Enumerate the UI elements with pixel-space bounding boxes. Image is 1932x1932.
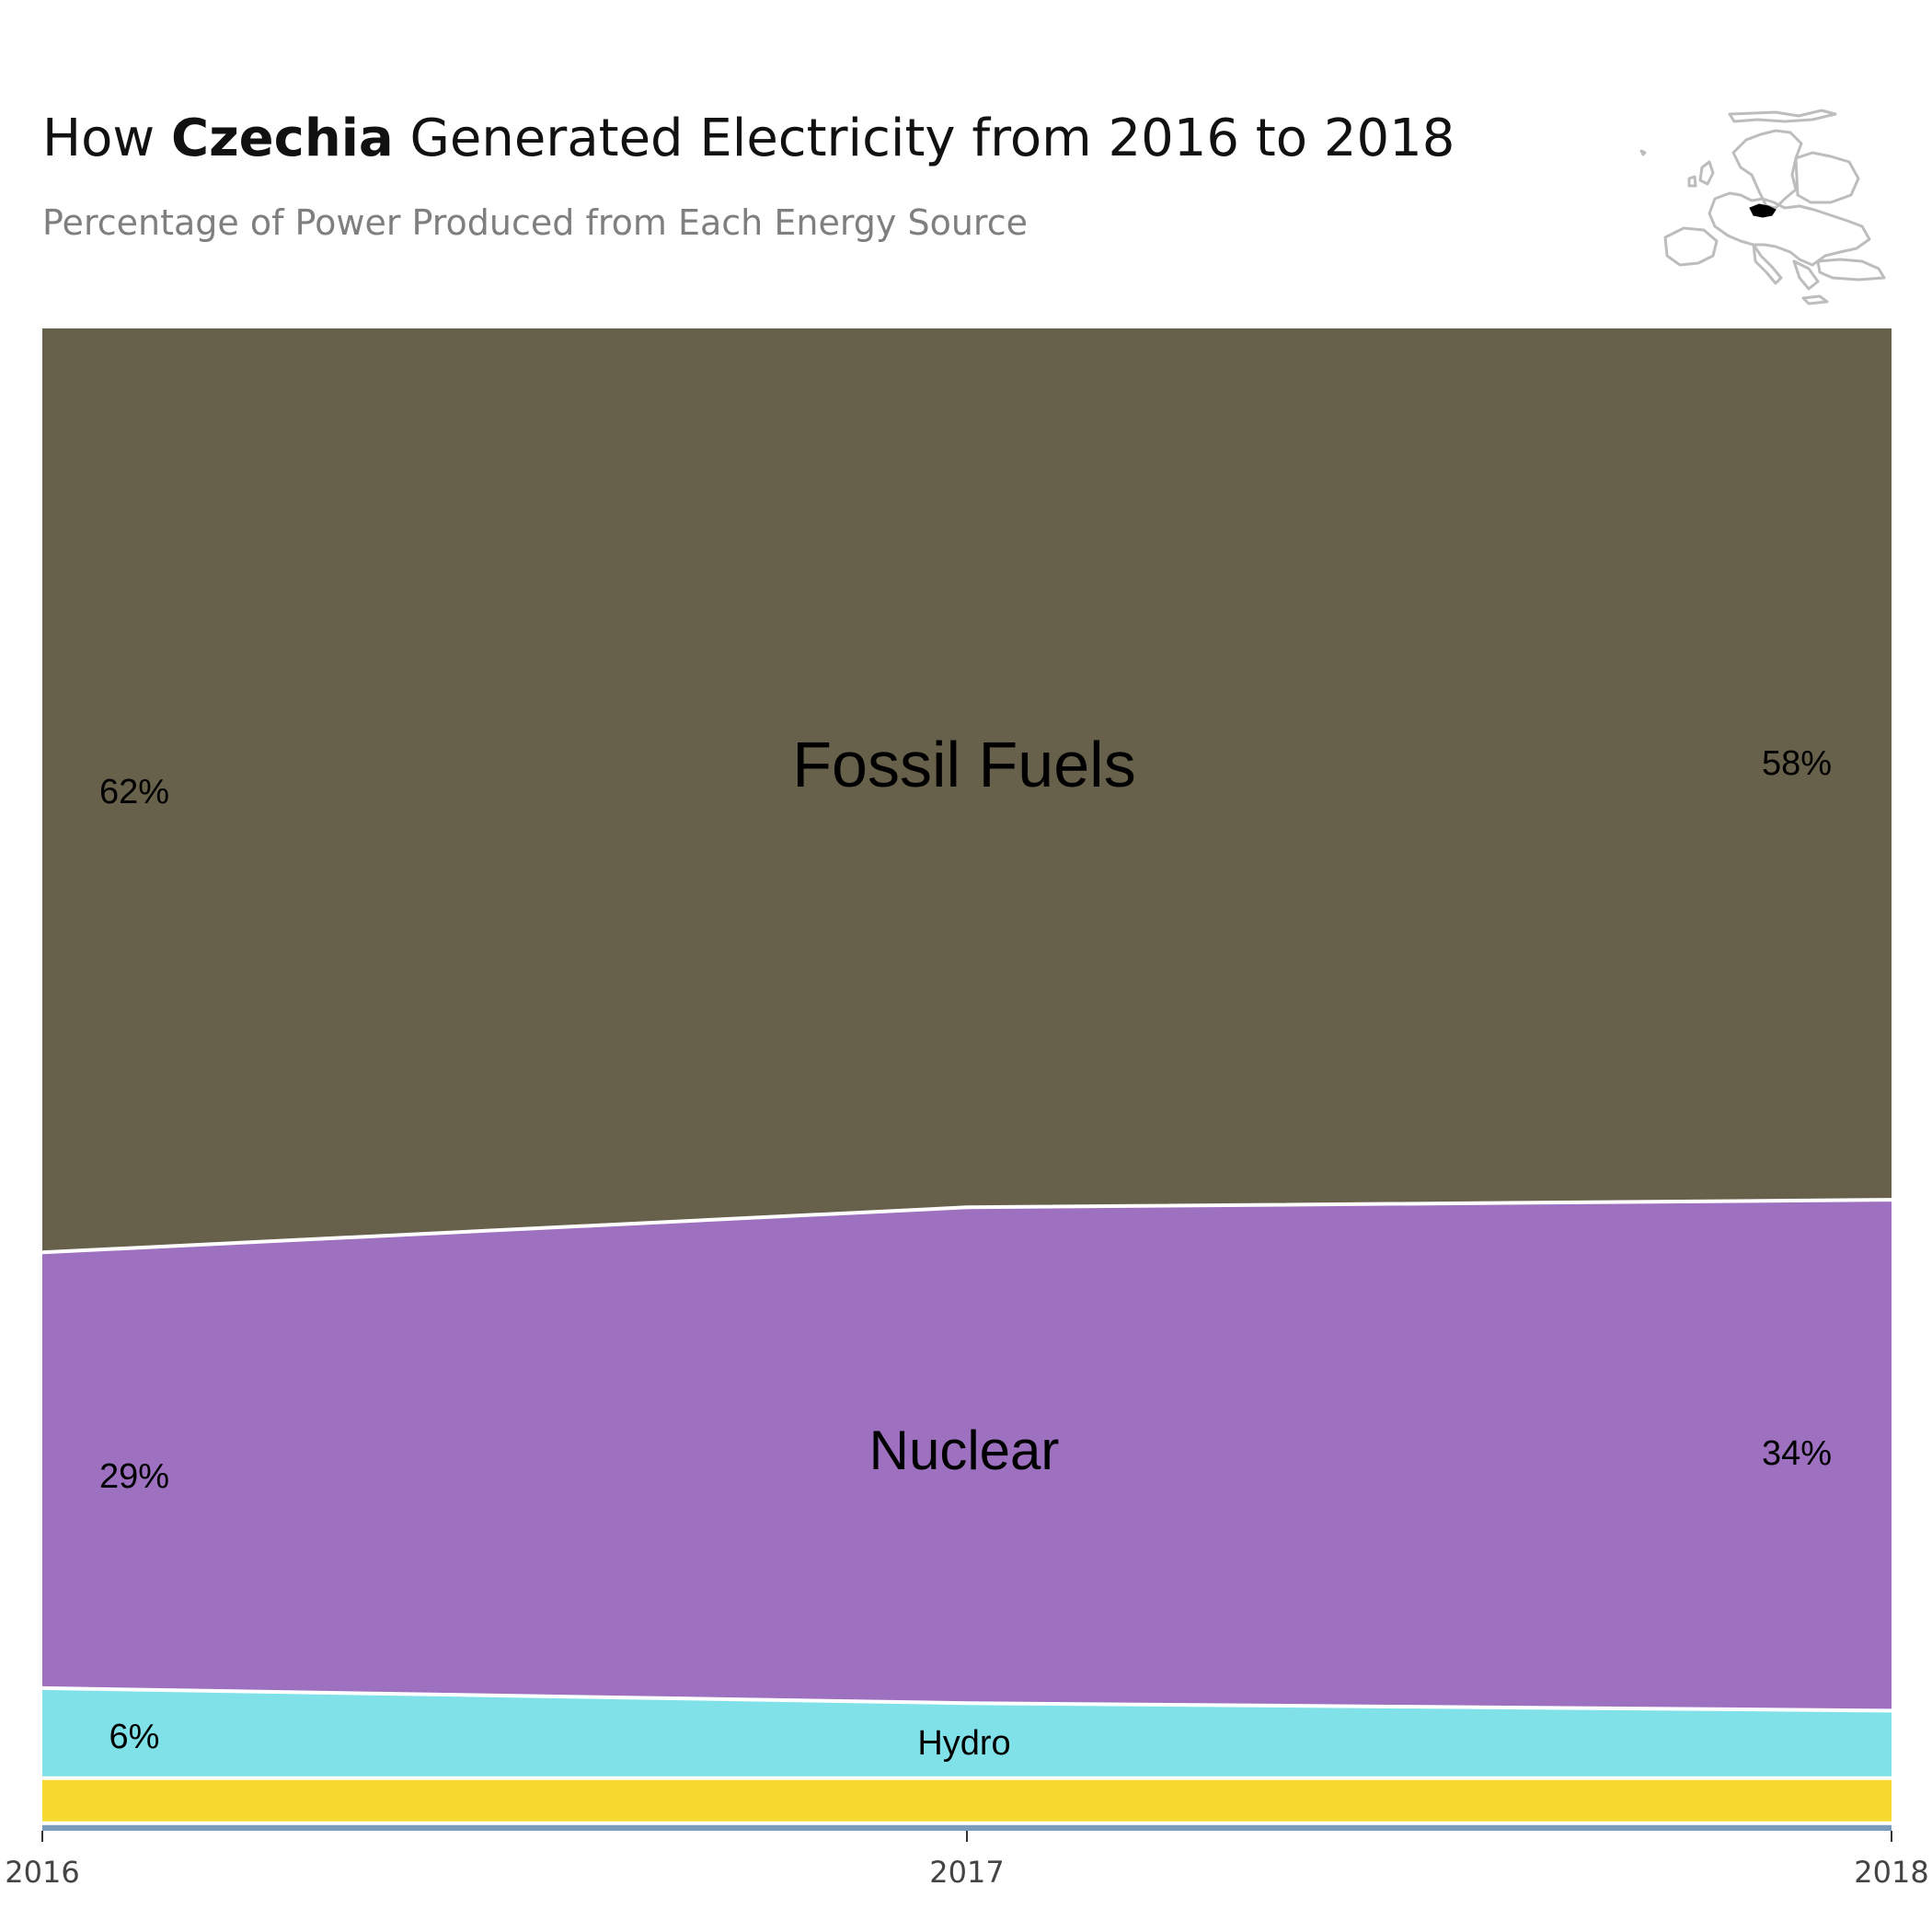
central-europe-outline [1708, 191, 1871, 267]
x-tick-label-2017: 2017 [929, 1855, 1004, 1890]
x-tick-label-2016: 2016 [5, 1855, 79, 1890]
iberia-outline [1663, 226, 1719, 267]
end-value-label-nuclear: 34% [1762, 1434, 1832, 1473]
chart-title: How Czechia Generated Electricity from 2… [42, 109, 1455, 168]
chart-subtitle: Percentage of Power Produced from Each E… [42, 202, 1028, 243]
area-nuclear [42, 1200, 1892, 1711]
scandinavia-outline [1731, 129, 1803, 210]
area-boundary-layer [41, 1198, 1892, 1825]
area-fossil [42, 328, 1892, 1253]
start-value-label-hydro: 6% [109, 1718, 160, 1756]
end-value-label-fossil: 58% [1762, 744, 1832, 783]
title-country: Czechia [170, 109, 394, 168]
start-value-label-nuclear: 29% [99, 1457, 169, 1496]
start-value-label-fossil: 62% [99, 773, 169, 811]
arctic-islands-outline [1728, 109, 1837, 123]
area-hydro [42, 1687, 1892, 1778]
iceland-outline [1639, 149, 1647, 156]
europe-outline [1639, 109, 1886, 305]
boundary-hydro-top [41, 1685, 1892, 1713]
area-solar [42, 1777, 1892, 1823]
series-label-hydro: Hydro [917, 1724, 1010, 1763]
title-suffix: Generated Electricity from 2016 to 2018 [393, 109, 1455, 168]
turkey-outline [1816, 258, 1886, 282]
x-axis: 2016 2017 2018 [5, 1831, 1929, 1890]
italy-outline [1752, 243, 1783, 285]
europe-locator-map [1639, 109, 1886, 305]
label-layer: Fossil Fuels 62% 58% Nuclear 29% 34% Hydro 6% [99, 729, 1832, 1763]
series-label-fossil: Fossil Fuels [792, 729, 1135, 800]
series-label-nuclear: Nuclear [869, 1420, 1060, 1481]
balkans-outline [1792, 259, 1820, 291]
boundary-nuclear-top [41, 1198, 1892, 1255]
crete-outline [1801, 294, 1829, 305]
eastern-europe-outline [1794, 151, 1860, 204]
title-prefix: How [42, 109, 171, 168]
czechia-highlight [1749, 203, 1777, 218]
x-tick-label-2018: 2018 [1854, 1855, 1928, 1890]
area-layer [42, 328, 1892, 1831]
british-isles-outline [1687, 160, 1715, 188]
area-other [42, 1823, 1892, 1831]
